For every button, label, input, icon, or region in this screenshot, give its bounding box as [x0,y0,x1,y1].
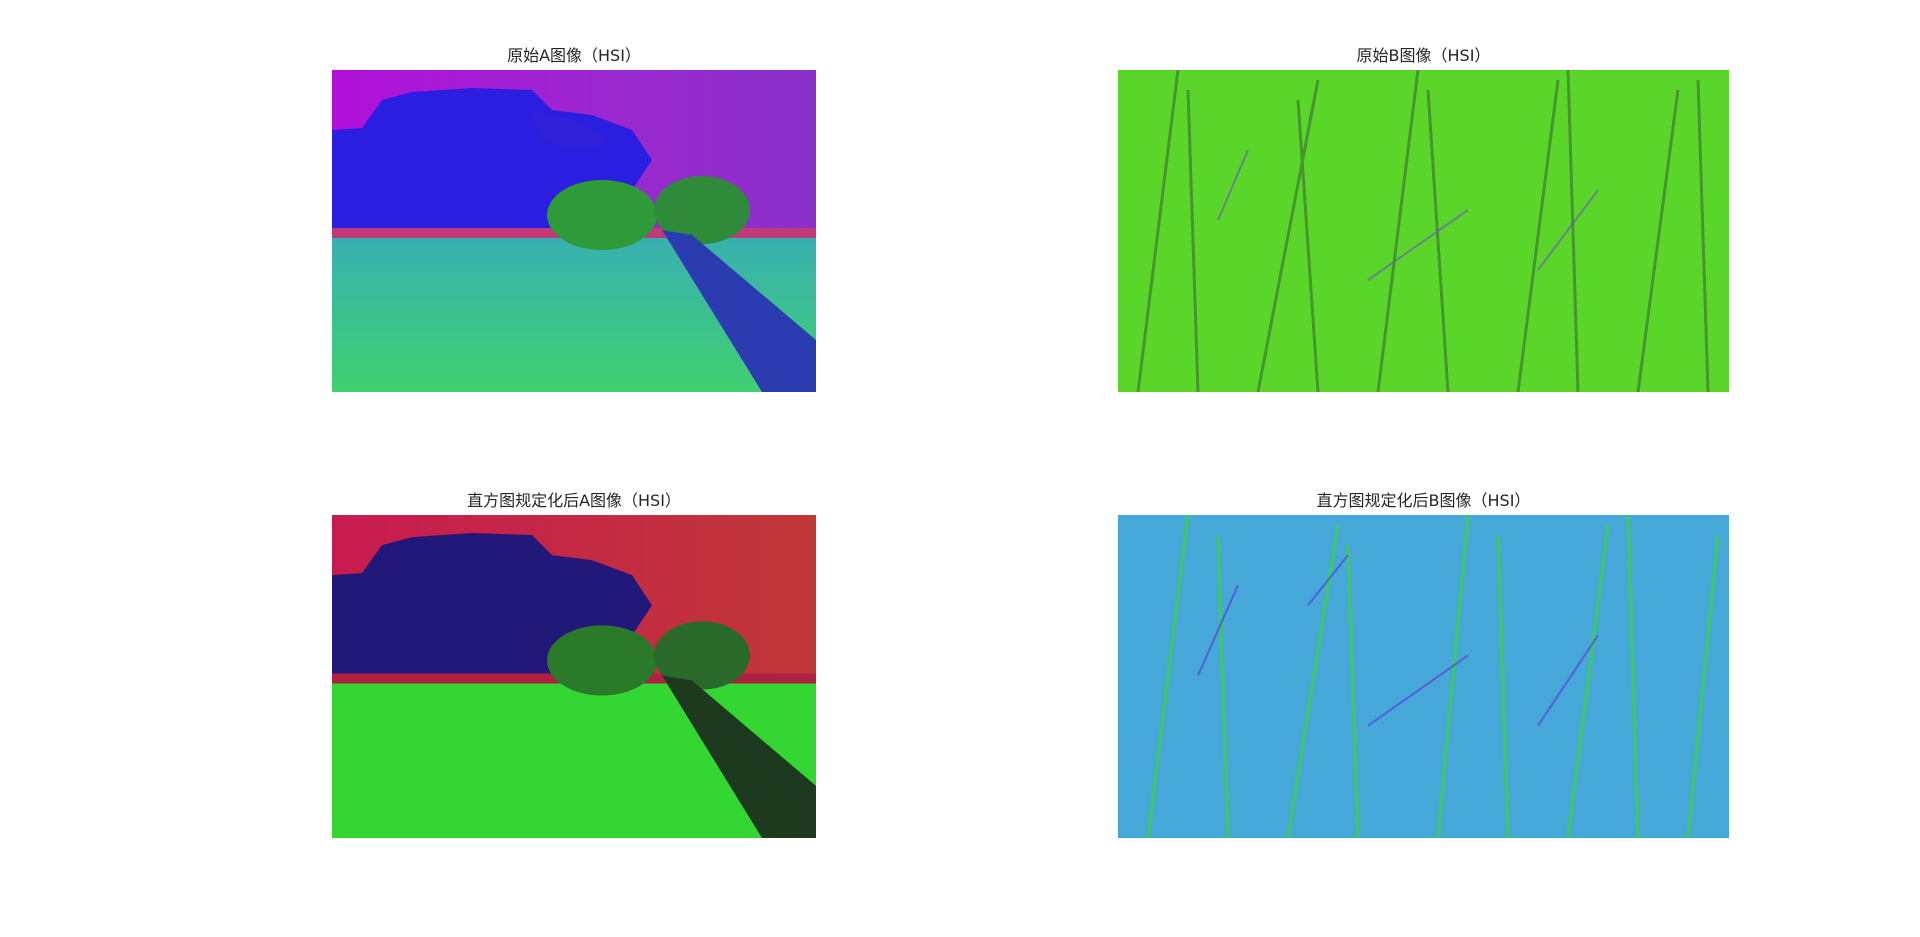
subplot-specified-b: 直方图规定化后B图像（HSI） [1118,491,1729,838]
subplot-original-b: 原始B图像（HSI） [1118,46,1729,392]
subplot-title: 直方图规定化后A图像（HSI） [467,491,681,510]
subplot-title: 直方图规定化后B图像（HSI） [1316,491,1531,510]
subplot-specified-a: 直方图规定化后A图像（HSI） [332,491,816,838]
grass-image-original [1118,70,1729,392]
landscape-image-specified [332,515,816,838]
landscape-image-original [332,70,816,392]
grass-image-specified [1118,515,1729,838]
subplot-title: 原始A图像（HSI） [507,46,641,65]
subplot-original-a: 原始A图像（HSI） [332,46,816,392]
subplot-title: 原始B图像（HSI） [1356,46,1491,65]
